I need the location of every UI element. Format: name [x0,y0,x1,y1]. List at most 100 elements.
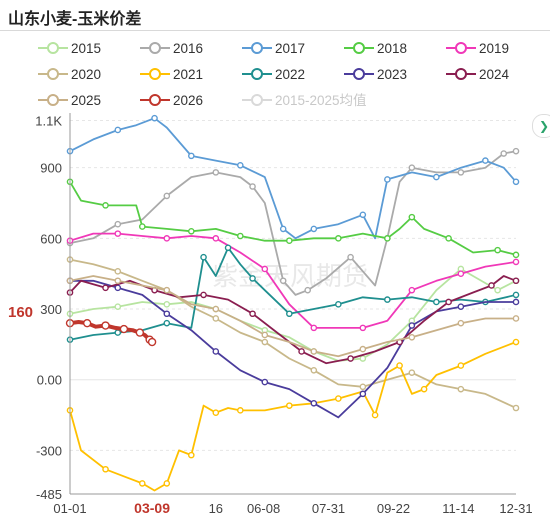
data-point-2016 [512,147,520,155]
data-point-2022 [286,310,293,318]
data-point-2024 [347,355,354,362]
data-point-2026 [147,337,157,347]
legend-label: 2015-2025均值 [275,93,367,108]
legend-label: 2025 [71,93,102,108]
data-point-2025 [457,319,465,327]
legend-label: 2023 [377,67,408,82]
data-point-2020 [212,315,220,322]
data-point-2016 [249,183,256,190]
legend-marker-icon [446,68,476,80]
data-point-2015 [163,301,171,308]
data-point-2018 [408,213,416,221]
x-tick-label: 01-01 [53,501,86,516]
data-point-2016 [408,164,416,171]
legend-marker-icon [344,42,374,54]
data-point-2016 [500,150,508,157]
data-point-2022 [335,301,342,308]
data-point-2017 [310,225,318,233]
data-point-2025 [261,331,269,339]
data-point-2025 [163,286,171,294]
data-point-2025 [512,315,520,322]
current-value-label: 160 [8,304,33,321]
data-point-2020 [512,404,520,412]
data-point-2020 [114,268,122,275]
data-point-2017 [279,225,287,233]
page-title: 山东小麦-玉米价差 [8,11,142,28]
data-point-2019 [512,258,520,266]
y-tick-label: -485 [36,487,62,502]
data-point-2016 [347,253,354,261]
data-point-2017 [433,173,440,181]
data-point-2017 [384,176,391,183]
data-point-2021 [237,407,244,414]
legend-marker-icon [344,68,374,80]
data-point-2022 [512,291,520,299]
data-point-2016 [163,192,171,200]
series-line-2019 [69,232,517,329]
data-point-2022 [224,244,232,252]
data-point-2020 [310,366,318,374]
legend-marker-icon [242,42,272,54]
x-tick-label: 12-31 [499,501,532,516]
data-point-2018 [335,235,342,242]
data-point-2025 [408,334,416,341]
data-point-2020 [261,338,269,346]
data-point-2017 [359,211,367,219]
data-point-2025 [212,305,220,313]
watermark: 紫金天风期货 [212,262,368,292]
data-point-2016 [279,277,287,285]
data-point-2017 [114,126,122,134]
data-point-2020 [359,383,367,391]
y-tick-label: 0.00 [37,373,62,388]
data-point-2015 [494,286,501,294]
data-point-2019 [261,265,269,273]
y-tick-label: 300 [40,302,62,317]
data-point-2025 [114,277,122,285]
legend-label: 2017 [275,41,306,56]
legend-label: 2018 [377,41,408,56]
data-point-2019 [212,235,220,242]
legend: 2015 2016 2017 2018 2019 2020 2021 2022 … [30,40,550,110]
series-line-2018 [69,180,517,256]
data-point-2018 [494,246,501,254]
data-point-2023 [408,322,416,329]
data-point-2019 [114,230,122,237]
legend-label: 2024 [479,67,510,82]
data-point-2024 [249,310,256,318]
series-line-2015 [69,268,517,362]
data-point-2019 [359,324,367,332]
data-point-2019 [457,270,465,277]
legend-marker-icon [446,42,476,54]
data-point-2021 [396,362,403,369]
data-point-2018 [384,235,391,242]
legend-marker-icon [242,94,272,106]
data-point-2023 [512,298,520,306]
data-point-2024 [445,298,452,306]
x-tick-label: 09-22 [377,501,410,516]
series-line-2021 [69,341,517,492]
series-line-2022 [69,246,517,341]
data-point-2022 [163,319,171,327]
data-point-2021 [371,411,379,419]
data-point-2019 [310,324,318,332]
data-point-2018 [445,235,452,242]
legend-label: 2022 [275,67,306,82]
data-point-2020 [408,369,416,376]
data-point-2017 [482,157,489,164]
data-point-2021 [420,385,428,393]
data-point-2022 [114,329,122,336]
data-point-2026 [119,324,129,334]
data-point-2023 [359,390,367,398]
data-point-2021 [188,451,195,459]
legend-marker-icon [38,68,68,80]
data-point-2023 [457,303,465,310]
legend-marker-icon [140,94,170,106]
data-point-2017 [188,152,195,160]
expand-chevron-icon[interactable]: ❯ [532,114,550,138]
legend-label: 2021 [173,67,204,82]
legend-marker-icon [140,42,170,54]
legend-marker-icon [242,68,272,80]
data-point-2022 [249,275,256,282]
data-point-2018 [188,227,195,235]
